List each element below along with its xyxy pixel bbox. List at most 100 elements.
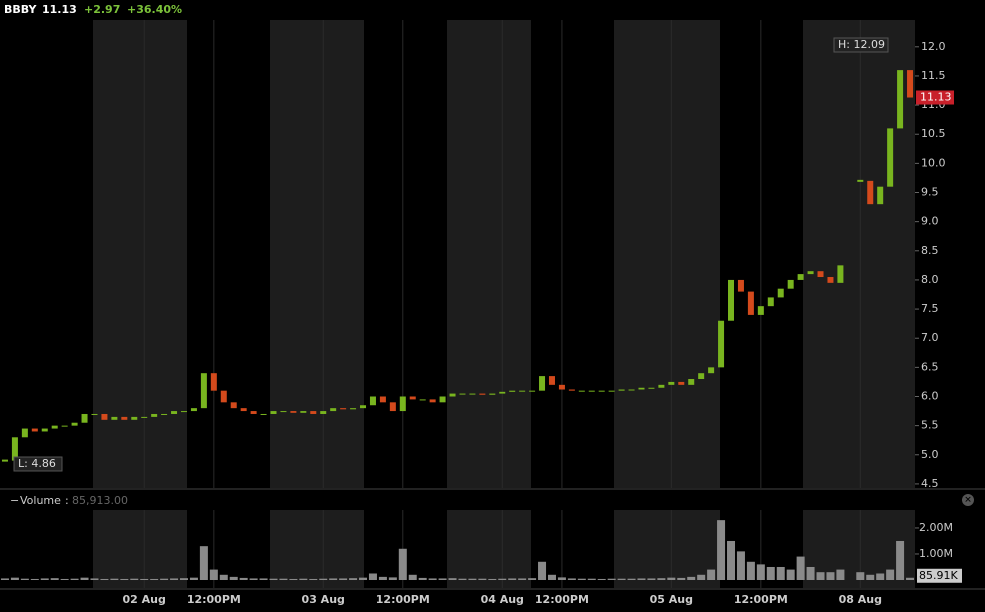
candle [618,389,625,391]
volume-bar [299,578,308,580]
low-box [13,456,63,472]
y-tick-label: 1.00M [919,547,953,560]
volume-bar [20,578,29,580]
candle [867,180,874,205]
candle [548,376,555,385]
volume-bar [289,578,298,580]
volume-bar [756,564,765,580]
volume-bar [438,578,447,580]
candle [807,271,814,275]
candle [529,390,536,392]
volume-bar [80,577,89,580]
volume-bar [170,578,179,580]
candle [141,416,148,418]
volume-bar [0,578,9,580]
volume-bar [607,578,616,580]
x-tick-label: 12:00PM [187,593,241,606]
volume-bar [130,578,139,580]
candle [509,390,516,392]
volume-bar [617,578,626,580]
volume-bar [697,574,706,580]
volume-bar [906,577,915,580]
candle [688,379,695,385]
candle [320,411,327,414]
volume-bar [269,578,278,580]
volume-bar [339,578,348,580]
x-tick-label: 04 Aug [481,593,524,606]
volume-bar [528,578,537,580]
y-tick-label: 9.5 [921,186,939,199]
candle [588,390,595,392]
candle [171,411,178,414]
volume-bar [10,577,19,580]
candle [61,425,68,427]
candle [161,413,168,415]
volume-bar [508,578,517,580]
last-volume-label: 85.91K [919,569,958,582]
collapse-icon[interactable]: − [10,494,19,507]
candle [81,413,88,423]
candle [857,179,864,182]
change: +2.97 [84,3,120,16]
candle [817,271,824,278]
volume-bar [279,578,288,580]
volume-bar [150,578,159,580]
candle [429,399,436,403]
volume-bar [60,578,69,580]
candle [111,416,118,420]
close-icon[interactable]: ✕ [964,496,972,506]
high-label: H: 12.09 [838,38,885,51]
candle [578,390,585,392]
y-tick-label: 5.5 [921,419,939,432]
y-tick-label: 8.0 [921,273,939,286]
candle [757,306,764,315]
volume-bar [110,578,119,580]
x-tick-label: 12:00PM [376,593,430,606]
y-tick-label: 2.00M [919,521,953,534]
volume-bar [488,578,497,580]
volume-bar [100,578,109,580]
candle [648,387,655,389]
candle [151,413,158,417]
candle [51,425,58,429]
volume-bar [239,577,248,580]
volume-bar [319,578,328,580]
volume-title: Volume [20,494,61,507]
candle [31,428,38,432]
y-tick-label: 8.5 [921,244,939,257]
price: 11.13 [42,3,77,16]
candle [1,459,8,462]
y-tick-label: 12.0 [921,40,946,53]
session-band [93,20,187,488]
volume-bar [179,578,188,580]
y-tick-label: 7.0 [921,331,939,344]
candle [280,411,287,413]
volume-bar [309,578,318,580]
close-pane[interactable] [962,494,974,506]
symbol: BBBY [4,3,38,16]
candle [340,408,347,410]
x-tick-label: 02 Aug [123,593,166,606]
y-tick-label: 10.5 [921,127,946,140]
session-band [614,20,720,488]
volume-bar [667,577,676,580]
session-band [803,20,915,488]
candle [180,411,187,413]
y-tick-label: 5.0 [921,448,939,461]
volume-bar [736,551,745,580]
session-band [447,20,531,488]
change-pct: +36.40% [127,3,182,16]
candle [220,390,227,403]
candle [558,384,565,390]
volume-bar [329,578,338,580]
volume-bar [816,572,825,580]
separator: : [65,494,69,507]
candle [777,288,784,298]
candle [519,390,526,392]
candle [598,390,605,392]
x-tick-label: 12:00PM [734,593,788,606]
y-tick-label: 7.5 [921,302,939,315]
volume-bar [50,578,59,580]
volume-bar [806,566,815,580]
